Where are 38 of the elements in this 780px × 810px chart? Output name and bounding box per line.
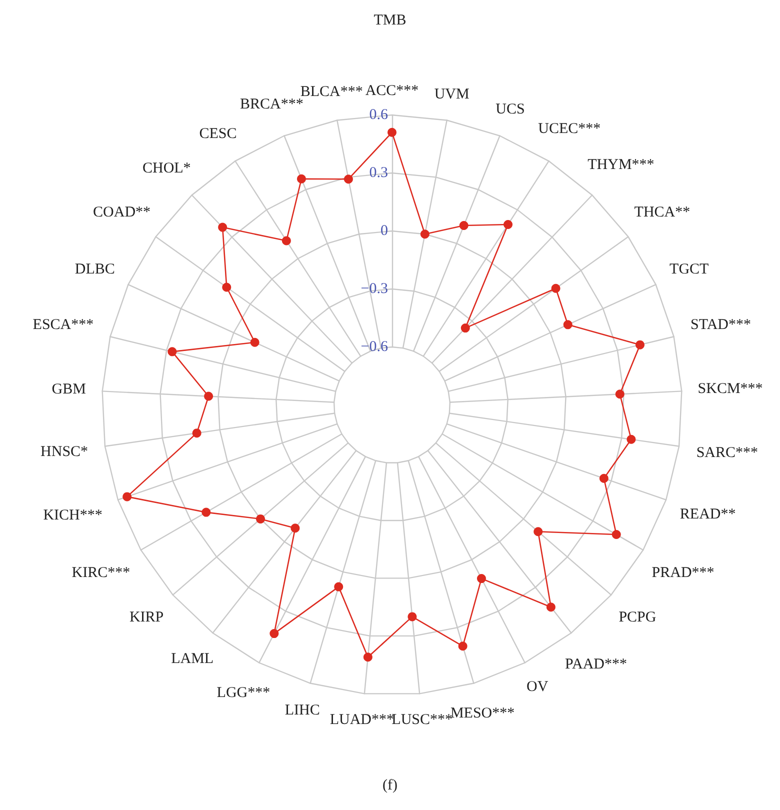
spoke-label: HNSC* xyxy=(40,444,88,460)
spoke-label: CESC xyxy=(199,126,237,142)
spoke-label: LUAD*** xyxy=(330,712,394,728)
spoke-label: PAAD*** xyxy=(565,656,627,672)
spoke-label: GBM xyxy=(52,382,86,398)
y-tick-label: 0.6 xyxy=(369,107,388,123)
spoke-label: LIHC xyxy=(284,702,320,718)
spoke-label: READ** xyxy=(680,506,736,522)
spoke-label: THYM*** xyxy=(588,156,654,173)
spoke-label: ACC*** xyxy=(365,83,419,99)
text: (f) xyxy=(382,778,398,794)
spoke-label: PCPG xyxy=(618,610,656,626)
y-tick-label: 0.3 xyxy=(369,165,388,181)
spoke-label: LUSC*** xyxy=(392,712,453,728)
spoke-label: KIRP xyxy=(129,610,164,626)
spoke-label: UCS xyxy=(496,102,525,118)
spoke-label: ESCA*** xyxy=(32,317,94,334)
spoke-label: KIRC*** xyxy=(72,565,130,582)
spoke-label: LGG*** xyxy=(216,685,270,702)
spoke-label: KICH*** xyxy=(43,507,102,524)
y-tick-label: 0 xyxy=(380,223,388,239)
spoke-label: THCA** xyxy=(634,204,690,221)
spoke-label: UVM xyxy=(434,86,470,103)
spoke-label: SARC*** xyxy=(696,445,758,462)
spoke-label: CHOL* xyxy=(142,160,191,177)
y-tick-label: −0.3 xyxy=(360,281,388,297)
spoke-label: SKCM*** xyxy=(698,380,763,397)
spoke-label: COAD** xyxy=(93,204,151,221)
spoke-label: DLBC xyxy=(74,261,115,278)
chart-title: TMB xyxy=(374,12,406,28)
spoke-label: MESO*** xyxy=(450,705,515,722)
spoke-label: STAD*** xyxy=(690,317,752,334)
spoke-label: TGCT xyxy=(670,261,709,278)
spoke-label: UCEC*** xyxy=(538,121,601,138)
spoke-label: LAML xyxy=(171,650,214,667)
spoke-label: PRAD*** xyxy=(652,565,714,582)
spoke-label: OV xyxy=(526,678,548,695)
y-tick-label: −0.6 xyxy=(360,339,388,355)
